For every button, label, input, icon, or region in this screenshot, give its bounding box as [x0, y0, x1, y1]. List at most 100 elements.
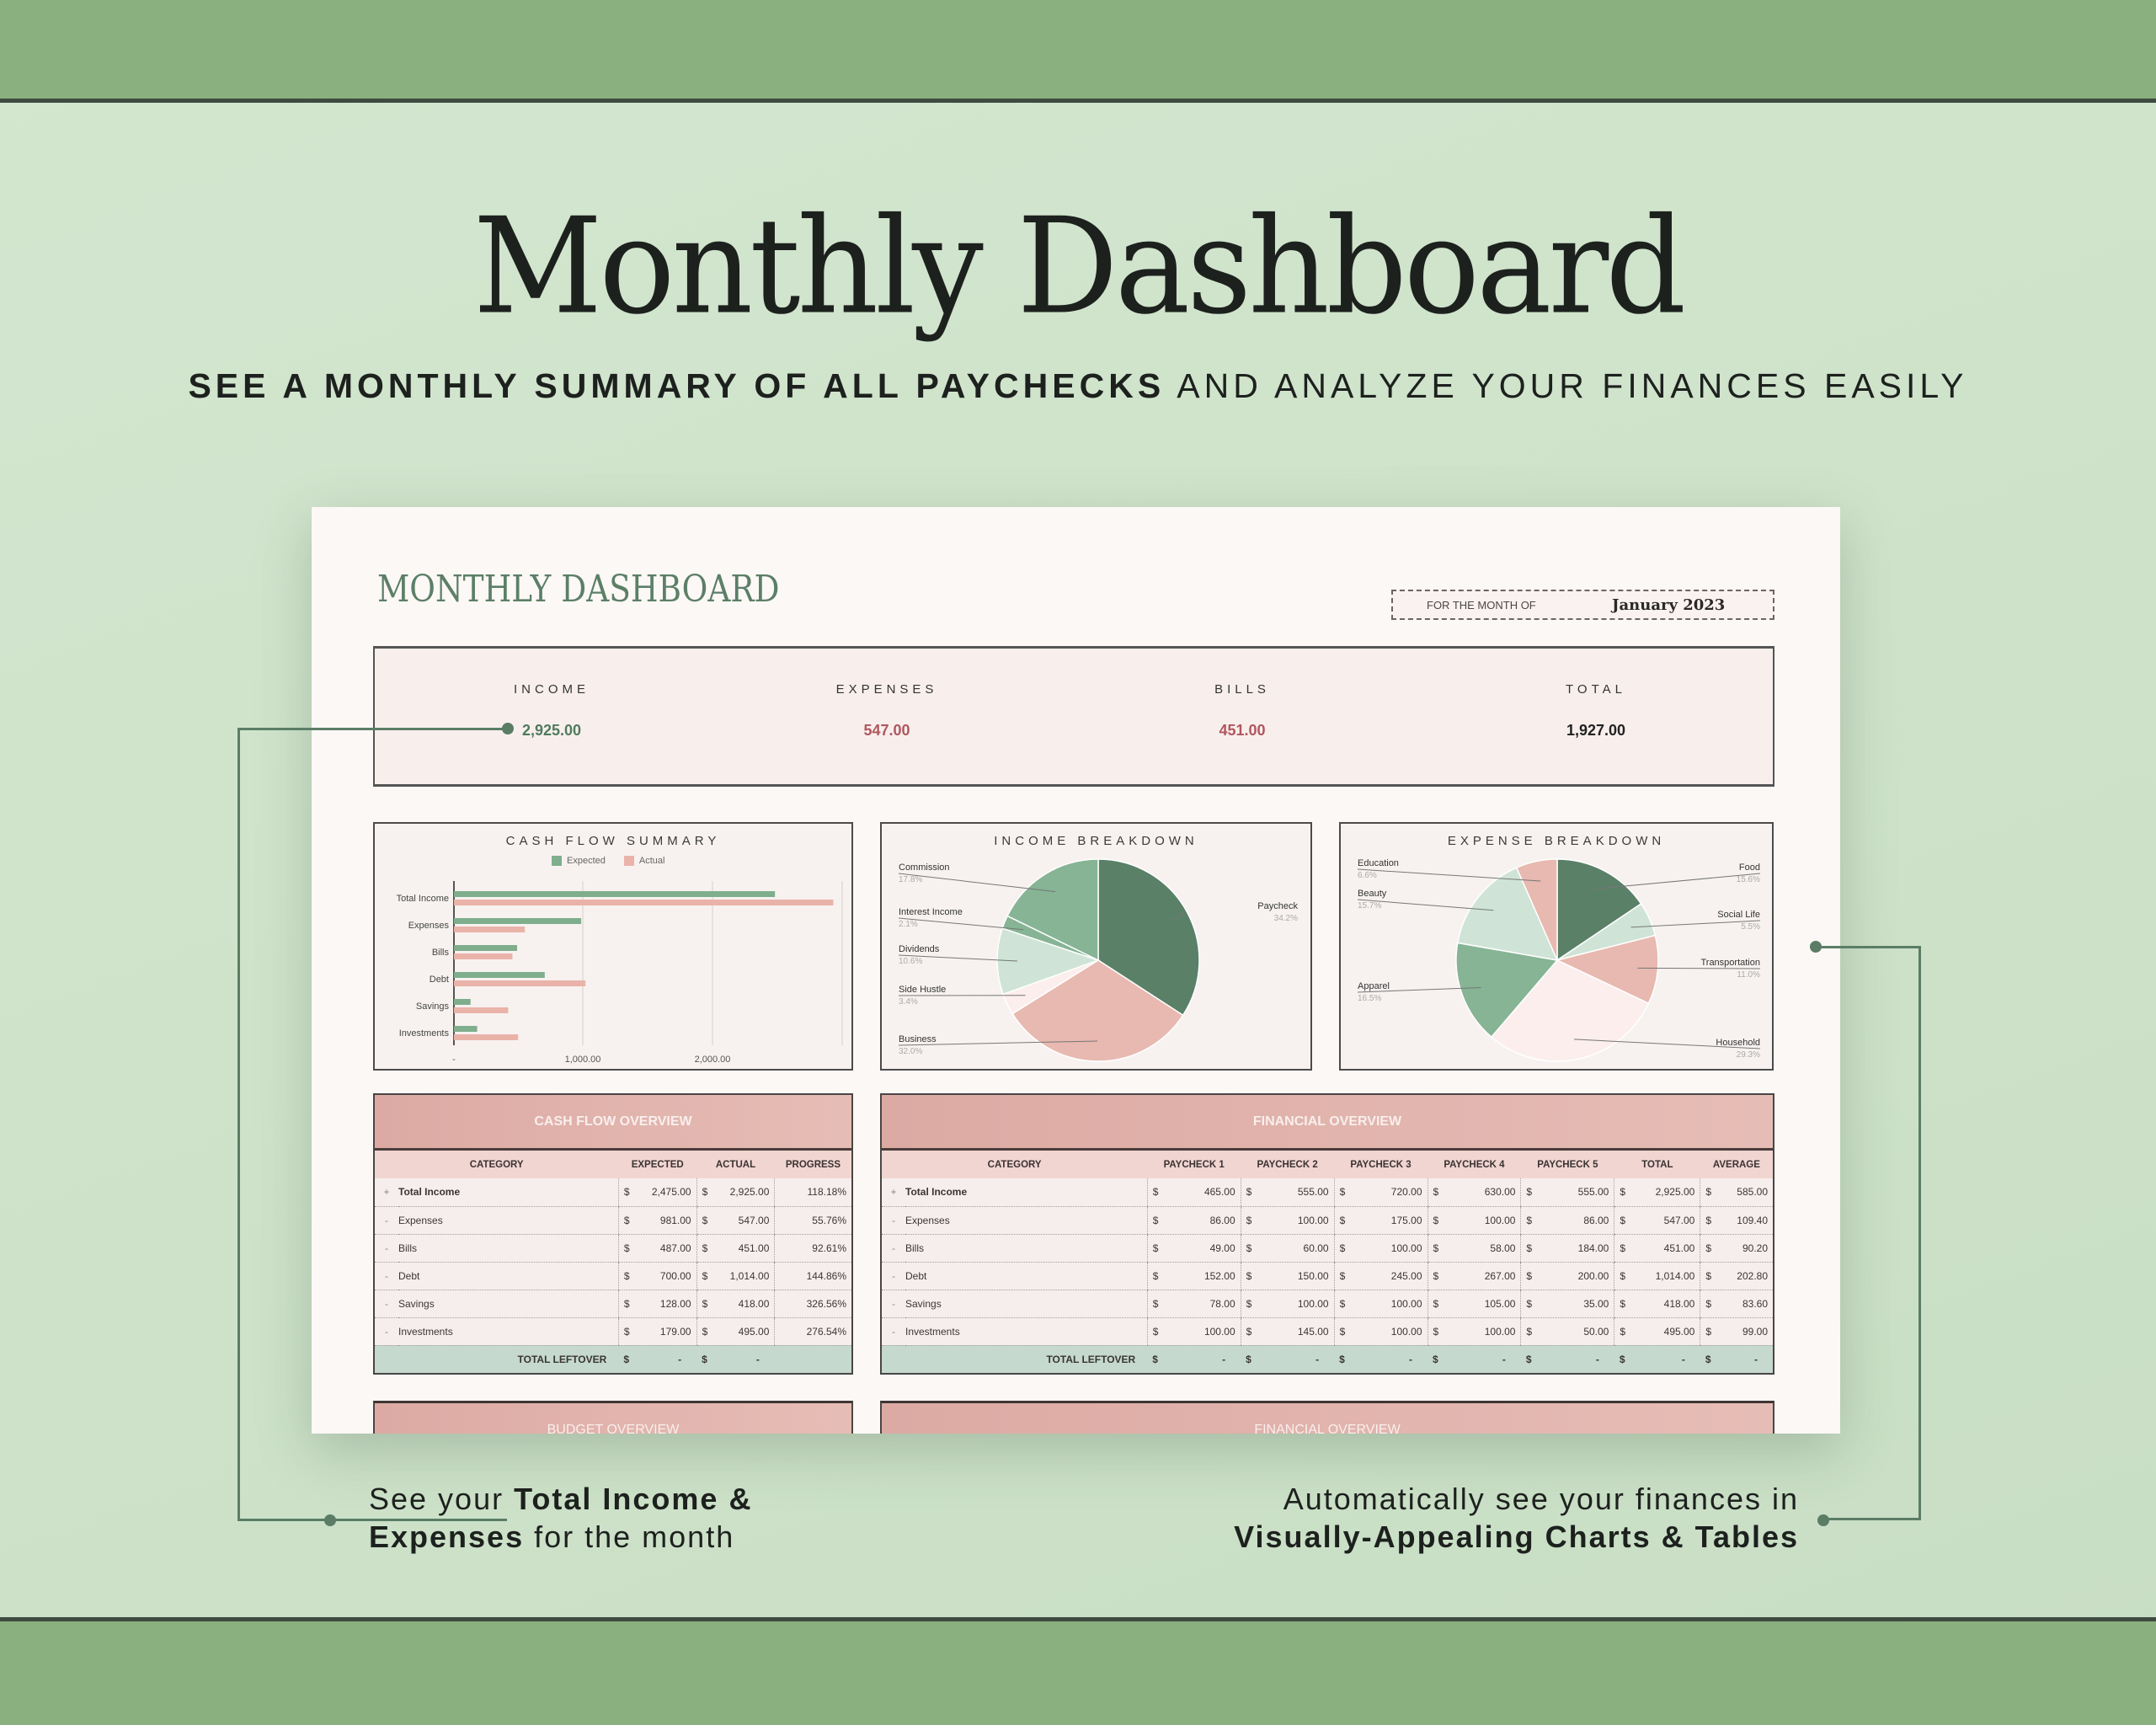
- pie-label: Education 6.6%: [1358, 858, 1399, 880]
- bar-actual: [454, 900, 834, 905]
- svg-text:15.6%: 15.6%: [1737, 875, 1760, 884]
- bar-actual: [454, 927, 526, 932]
- cell-actual: $495.00: [696, 1317, 775, 1346]
- kpi-total-label: TOTAL: [1566, 682, 1626, 697]
- pie-slice-food: [1556, 858, 1642, 962]
- cell-progress: 55.76%: [774, 1206, 851, 1235]
- leftover-value: $ -: [1428, 1345, 1521, 1373]
- svg-text:34.2%: 34.2%: [1274, 914, 1298, 923]
- chart-title: INCOME BREAKDOWN: [994, 834, 1198, 848]
- table-row: + Total Income $2,475.00 $2,925.00 118.18%: [375, 1178, 851, 1207]
- row-sign: -: [882, 1262, 905, 1290]
- svg-text:Social Life: Social Life: [1717, 910, 1760, 920]
- cell-value: $50.00: [1520, 1317, 1614, 1346]
- kpi-income-value: 2,925.00: [521, 722, 582, 739]
- svg-text:Paycheck: Paycheck: [1257, 901, 1298, 911]
- total-leftover-row: TOTAL LEFTOVER $ - $ - $ - $ - $ - $ - $ -: [882, 1345, 1773, 1373]
- left-connector-dot-top: [502, 723, 514, 734]
- col-actual: ACTUAL: [696, 1151, 775, 1178]
- leftover-actual: $ -: [696, 1345, 775, 1373]
- cell-value: $83.60: [1700, 1290, 1773, 1318]
- x-axis-tick: -: [452, 1055, 456, 1065]
- table-row: - Investments $179.00 $495.00 276.54%: [375, 1317, 851, 1346]
- pie-slice-transportation: [1555, 934, 1659, 1005]
- col-progress: PROGRESS: [774, 1151, 851, 1178]
- row-sign: -: [882, 1234, 905, 1263]
- cell-value: $245.00: [1333, 1262, 1428, 1290]
- kpi-total-value: 1,927.00: [1566, 722, 1626, 739]
- col-category: CATEGORY: [375, 1151, 619, 1178]
- cell-value: $202.80: [1700, 1262, 1773, 1290]
- bottom-band: [0, 1617, 2156, 1725]
- cell-value: $49.00: [1146, 1234, 1241, 1263]
- cell-value: $555.00: [1240, 1178, 1335, 1207]
- x-axis-tick: 2,000.00: [695, 1055, 731, 1065]
- cell-value: $2,925.00: [1614, 1178, 1700, 1207]
- kpi-bills-value: 451.00: [1219, 722, 1266, 739]
- svg-text:Dividends: Dividends: [899, 944, 940, 954]
- cell-value: $720.00: [1333, 1178, 1428, 1207]
- svg-text:5.5%: 5.5%: [1741, 922, 1760, 932]
- bar-expected: [454, 891, 776, 897]
- pie-slice-household: [1490, 959, 1650, 1062]
- cell-progress: 326.56%: [774, 1290, 851, 1318]
- bar-expected: [454, 1026, 478, 1032]
- leftover-value: $ -: [1147, 1345, 1241, 1373]
- svg-text:3.4%: 3.4%: [899, 997, 918, 1007]
- bar-expected: [454, 945, 517, 951]
- top-band: [0, 0, 2156, 103]
- pie-label: Commission 17.8%: [899, 862, 950, 884]
- legend-expected-swatch: [552, 856, 562, 867]
- leftover-expected: $ -: [618, 1345, 697, 1373]
- leftover-value: $ -: [1614, 1345, 1700, 1373]
- financial-overview-header-2: FINANCIAL OVERVIEW: [880, 1401, 1774, 1434]
- col-expected: EXPECTED: [618, 1151, 697, 1178]
- svg-text:11.0%: 11.0%: [1737, 970, 1760, 980]
- row-sign: +: [375, 1178, 398, 1207]
- month-value[interactable]: January 2023: [1612, 595, 1726, 614]
- kpi-expenses-label: EXPENSES: [835, 682, 938, 697]
- col-paycheck-1: PAYCHECK 1: [1147, 1151, 1241, 1178]
- table-row: - Debt $152.00 $150.00 $245.00 $267.00 $200.00…: [882, 1262, 1773, 1290]
- leftover-value: $ -: [1334, 1345, 1428, 1373]
- hero-subtitle-rest: AND ANALYZE YOUR FINANCES EASILY: [1165, 366, 1968, 405]
- row-category: Investments: [398, 1317, 619, 1346]
- caption-left-bold: Total Income &: [514, 1482, 753, 1516]
- caption-right-line1: Automatically see your finances in: [1283, 1482, 1799, 1516]
- cash-flow-overview-table: CASH FLOW OVERVIEW CATEGORY EXPECTED ACT…: [373, 1093, 853, 1375]
- row-category: Expenses: [398, 1206, 619, 1235]
- cell-value: $100.00: [1333, 1317, 1428, 1346]
- svg-text:Apparel: Apparel: [1358, 981, 1390, 991]
- legend-expected-label: Expected: [567, 856, 606, 866]
- bar-actual: [454, 980, 586, 986]
- cell-value: $100.00: [1427, 1317, 1521, 1346]
- cell-expected: $128.00: [617, 1290, 697, 1318]
- row-category: Bills: [398, 1234, 619, 1263]
- summary-card: INCOME 2,925.00 EXPENSES 547.00 BILLS 45…: [373, 646, 1774, 787]
- month-selector[interactable]: FOR THE MONTH OF January 2023: [1391, 590, 1774, 620]
- hero-title: Monthly Dashboard: [472, 190, 1687, 344]
- cell-value: $60.00: [1240, 1234, 1335, 1263]
- svg-text:Commission: Commission: [899, 862, 950, 873]
- y-axis-label: Investments: [399, 1028, 450, 1039]
- col-paycheck-2: PAYCHECK 2: [1241, 1151, 1335, 1178]
- col-average: AVERAGE: [1700, 1151, 1773, 1178]
- cell-expected: $700.00: [617, 1262, 697, 1290]
- chart-title: EXPENSE BREAKDOWN: [1447, 834, 1666, 848]
- caption-left-pre: See your: [369, 1482, 515, 1516]
- cell-value: $90.20: [1700, 1234, 1773, 1263]
- row-sign: -: [882, 1206, 905, 1235]
- svg-text:10.6%: 10.6%: [899, 957, 922, 966]
- cell-value: $100.00: [1427, 1206, 1521, 1235]
- sheet-title: MONTHLY DASHBOARD: [377, 568, 780, 611]
- table-title: CASH FLOW OVERVIEW: [375, 1095, 851, 1151]
- col-paycheck-4: PAYCHECK 4: [1428, 1151, 1521, 1178]
- cell-expected: $2,475.00: [617, 1178, 697, 1207]
- row-category: Total Income: [398, 1178, 619, 1207]
- cell-value: $86.00: [1520, 1206, 1614, 1235]
- pie-label: Business 32.0%: [899, 1034, 937, 1056]
- y-axis-label: Total Income: [397, 894, 449, 904]
- col-paycheck-3: PAYCHECK 3: [1334, 1151, 1428, 1178]
- income-pie-svg: Paycheck 34.2% Business 32.0% Side Hustle 3.4…: [898, 858, 1298, 1062]
- pie-slice-beauty: [1456, 867, 1559, 961]
